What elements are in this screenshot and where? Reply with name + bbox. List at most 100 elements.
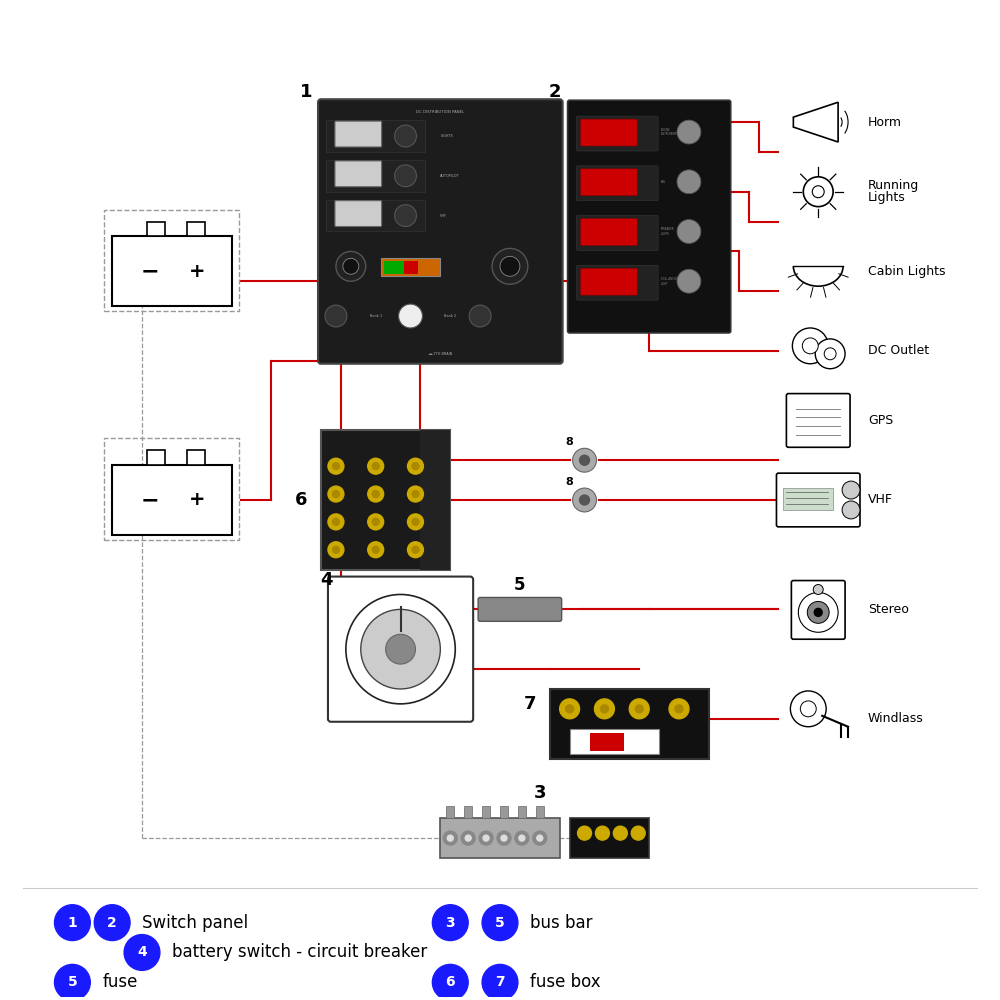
FancyBboxPatch shape xyxy=(581,219,637,245)
Circle shape xyxy=(635,705,643,713)
Circle shape xyxy=(677,269,701,293)
Circle shape xyxy=(332,518,339,525)
Circle shape xyxy=(328,486,344,502)
Circle shape xyxy=(580,495,590,505)
Text: 7: 7 xyxy=(495,975,505,989)
Circle shape xyxy=(465,835,471,841)
Circle shape xyxy=(395,205,416,227)
Text: DC Outlet: DC Outlet xyxy=(868,344,929,357)
Circle shape xyxy=(792,328,828,364)
Text: 2: 2 xyxy=(107,916,117,930)
Text: 1: 1 xyxy=(300,83,312,101)
FancyBboxPatch shape xyxy=(482,806,490,818)
Circle shape xyxy=(515,831,529,845)
Circle shape xyxy=(372,491,379,498)
FancyBboxPatch shape xyxy=(518,806,526,818)
Text: FAN: FAN xyxy=(661,180,666,184)
Text: 5: 5 xyxy=(495,916,505,930)
Text: 8: 8 xyxy=(566,477,573,487)
Text: 2: 2 xyxy=(548,83,561,101)
Circle shape xyxy=(594,699,614,719)
Text: Running: Running xyxy=(868,179,919,192)
Circle shape xyxy=(368,486,384,502)
Circle shape xyxy=(395,165,416,187)
Circle shape xyxy=(328,542,344,558)
FancyBboxPatch shape xyxy=(590,733,624,751)
Text: DC DISTRIBUTION PANEL: DC DISTRIBUTION PANEL xyxy=(416,110,464,114)
FancyBboxPatch shape xyxy=(420,430,450,570)
Circle shape xyxy=(412,463,419,470)
Circle shape xyxy=(500,256,520,276)
Circle shape xyxy=(800,701,816,717)
Circle shape xyxy=(573,448,596,472)
FancyBboxPatch shape xyxy=(581,268,637,295)
Circle shape xyxy=(469,305,491,327)
Circle shape xyxy=(325,305,347,327)
Text: fuse box: fuse box xyxy=(530,973,600,991)
Text: 4: 4 xyxy=(137,945,147,959)
Circle shape xyxy=(629,699,649,719)
Circle shape xyxy=(802,338,818,354)
Circle shape xyxy=(798,592,838,632)
FancyBboxPatch shape xyxy=(577,166,658,201)
Text: −: − xyxy=(141,490,159,510)
Text: Stereo: Stereo xyxy=(868,603,909,616)
Circle shape xyxy=(332,463,339,470)
FancyBboxPatch shape xyxy=(786,394,850,447)
FancyBboxPatch shape xyxy=(478,597,562,621)
Text: 3: 3 xyxy=(445,916,455,930)
Circle shape xyxy=(631,826,645,840)
FancyBboxPatch shape xyxy=(440,818,560,858)
Text: +: + xyxy=(188,262,205,281)
Circle shape xyxy=(580,455,590,465)
Circle shape xyxy=(336,251,366,281)
FancyBboxPatch shape xyxy=(147,450,165,465)
Text: SPREADER
LIGHTS: SPREADER LIGHTS xyxy=(661,227,675,236)
Circle shape xyxy=(328,458,344,474)
Circle shape xyxy=(395,125,416,147)
Text: 8: 8 xyxy=(566,437,573,447)
Text: fuse: fuse xyxy=(102,973,138,991)
Text: 5: 5 xyxy=(68,975,77,989)
FancyBboxPatch shape xyxy=(783,488,833,510)
Circle shape xyxy=(372,463,379,470)
FancyBboxPatch shape xyxy=(147,222,165,236)
Circle shape xyxy=(386,634,415,664)
Circle shape xyxy=(813,585,823,594)
Text: 6: 6 xyxy=(295,491,307,509)
Circle shape xyxy=(372,518,379,525)
Text: battery switch - circuit breaker: battery switch - circuit breaker xyxy=(172,943,427,961)
Circle shape xyxy=(842,481,860,499)
Circle shape xyxy=(54,905,90,941)
Text: 1: 1 xyxy=(68,916,77,930)
Text: GPS: GPS xyxy=(868,414,893,427)
FancyBboxPatch shape xyxy=(335,161,382,187)
Circle shape xyxy=(482,905,518,941)
Circle shape xyxy=(790,691,826,727)
Circle shape xyxy=(492,248,528,284)
Circle shape xyxy=(560,699,580,719)
Circle shape xyxy=(501,835,507,841)
FancyBboxPatch shape xyxy=(112,236,232,306)
Text: ENGINE
INSTRUMENTS: ENGINE INSTRUMENTS xyxy=(661,128,679,136)
Circle shape xyxy=(94,905,130,941)
FancyBboxPatch shape xyxy=(335,121,382,147)
FancyBboxPatch shape xyxy=(335,201,382,227)
Circle shape xyxy=(669,699,689,719)
Text: 6: 6 xyxy=(445,975,455,989)
Circle shape xyxy=(595,826,609,840)
Circle shape xyxy=(412,491,419,498)
Text: 3: 3 xyxy=(534,784,546,802)
Circle shape xyxy=(343,258,359,274)
Circle shape xyxy=(675,705,683,713)
FancyBboxPatch shape xyxy=(321,430,450,570)
Circle shape xyxy=(677,170,701,194)
Circle shape xyxy=(814,608,822,616)
Circle shape xyxy=(432,905,468,941)
Circle shape xyxy=(328,514,344,530)
FancyBboxPatch shape xyxy=(464,806,472,818)
Circle shape xyxy=(399,304,422,328)
Circle shape xyxy=(479,831,493,845)
Circle shape xyxy=(124,935,160,970)
Circle shape xyxy=(803,177,833,207)
